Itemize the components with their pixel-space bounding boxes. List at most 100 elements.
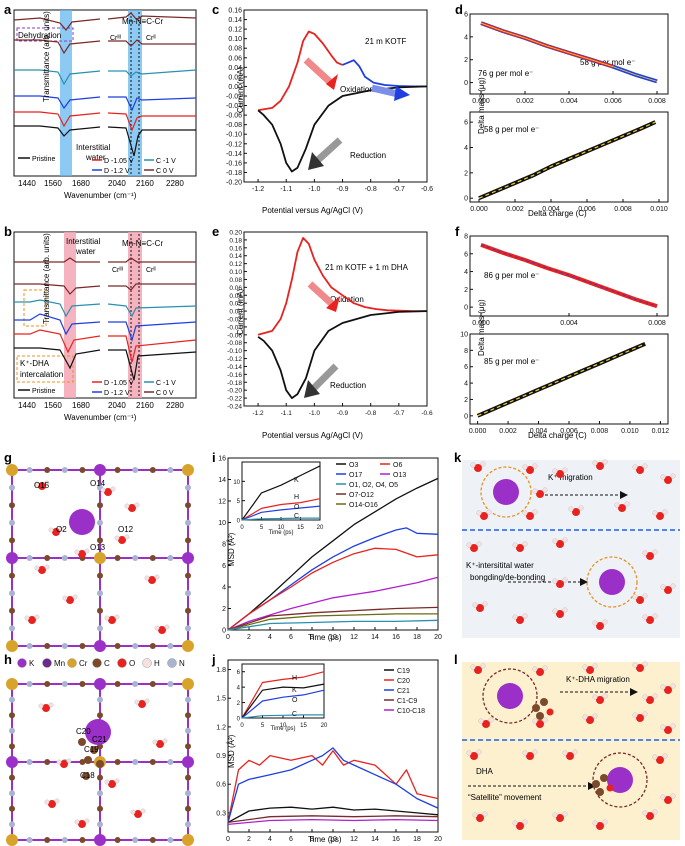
i-series-O7-O12 (227, 606, 439, 631)
legend-b-c0: C 0 V (156, 390, 174, 397)
panel-label-e: e (212, 224, 219, 239)
water-hydrogen (670, 793, 676, 799)
e-ytick-label: -0.18 (227, 380, 242, 387)
water-hydrogen (660, 684, 666, 690)
water-hydrogen (480, 461, 486, 467)
i-xtick-label: 18 (413, 634, 421, 641)
dehydration-label: Dehydration (18, 31, 61, 40)
water-oxygen (556, 470, 564, 478)
e-frame (243, 231, 428, 407)
lattice-atom (132, 837, 139, 843)
lattice-atom (167, 681, 174, 687)
panel-label-j: j (211, 652, 216, 667)
water-oxygen (618, 504, 626, 512)
metal-atom (6, 464, 18, 476)
i-series-O13 (227, 576, 439, 631)
hydrogen-atom (124, 534, 130, 540)
lattice-atom (61, 555, 68, 561)
lattice-atom (185, 727, 191, 734)
lattice-atom (26, 643, 33, 649)
i-inset-xlabel: Time (ps) (268, 530, 293, 536)
i-inset-label-o: O (294, 504, 300, 511)
water-oxygen (646, 616, 654, 624)
hydrogen-atom (34, 565, 40, 571)
b-xtick-1: 1440 (18, 401, 36, 410)
water-hydrogen (542, 487, 548, 493)
c-oxidation-arrow-2 (371, 84, 399, 98)
f-bot-ytick-label: 6 (464, 364, 468, 371)
water-hydrogen (466, 542, 472, 548)
spectrum-pristine (14, 125, 196, 157)
j-series-C20 (227, 750, 439, 823)
water-oxygen (664, 586, 672, 594)
j-inset-label-k: K (292, 687, 297, 694)
lattice-atom (132, 681, 139, 687)
water-hydrogen (670, 473, 676, 479)
lattice-atom (185, 625, 191, 632)
mn-label-b: Mn-N≡C-Cr (122, 239, 163, 248)
c-ytick-label: -0.20 (226, 180, 242, 187)
dha-oxygen (606, 784, 614, 792)
j-series-C21 (227, 747, 439, 823)
water-hydrogen (660, 474, 666, 480)
atom-label-c19: C19 (84, 745, 99, 754)
water-oxygen (536, 490, 544, 498)
i-inset-xtick-label: 0 (240, 525, 244, 531)
lattice-atom (185, 805, 191, 812)
panel-e-oxidation: Oxidation (330, 295, 364, 304)
c-ytick-label: 0.06 (228, 55, 242, 62)
j-series-C19 (227, 806, 439, 823)
f-bot-ytick-label: 2 (464, 397, 468, 404)
lattice-atom (79, 681, 86, 687)
j-inset-ytick-label: 0 (237, 717, 241, 723)
hydrogen-atom (74, 549, 80, 555)
c-ytick-label: -0.10 (226, 132, 242, 139)
e-series-oxidation-red (257, 237, 427, 336)
i-inset-label-k: K (294, 477, 299, 484)
lattice-atom (167, 837, 174, 843)
lattice-atom (9, 519, 15, 526)
lattice-atom (9, 712, 15, 719)
lattice-atom (97, 821, 103, 828)
i-inset-xtick-label: 15 (297, 525, 304, 531)
lattice-atom (61, 467, 68, 473)
water-oxygen (470, 752, 478, 760)
lattice-atom (185, 484, 191, 491)
f-top-xtick-label: 0.000 (472, 320, 490, 327)
panel-b-frame (13, 231, 197, 399)
cr3-label-b: Crᴵᴵᴵ (112, 267, 123, 274)
hydrogen-atom (44, 564, 50, 570)
j-xtick-label: 16 (392, 836, 400, 843)
dha-carbon (600, 774, 608, 782)
j-inset-xtick-label: 15 (300, 723, 307, 729)
i-inset-label-h: H (294, 494, 299, 501)
water-hydrogen (652, 809, 658, 815)
water-label: Interstitial (76, 143, 110, 152)
c-series-reduction-black (257, 85, 428, 173)
legend-b-c1: C -1 V (156, 380, 176, 387)
hydrogen-atom (34, 481, 40, 487)
lattice-atom (9, 572, 15, 579)
hydrogen-atom (114, 778, 120, 784)
metal-atom (6, 834, 18, 846)
water-hydrogen (476, 510, 482, 516)
cr2-label: Crᴵᴵ (146, 35, 156, 42)
lattice-atom (97, 590, 103, 597)
lattice-atom (9, 743, 15, 750)
lattice-atom (97, 625, 103, 632)
oxygen-atom (104, 488, 112, 496)
water-hydrogen (632, 712, 638, 718)
dha-migration-arrowhead (630, 688, 638, 696)
e-ytick-label: -0.24 (227, 404, 242, 411)
e-oxidation-arrow (307, 281, 335, 307)
water-oxygen (596, 462, 604, 470)
panel-b: b K⁺-DHA intercalation Interstitial wate… (4, 224, 197, 422)
e-ytick-label: 0.08 (229, 277, 242, 284)
oxygen-atom (38, 482, 46, 490)
water-hydrogen (512, 614, 518, 620)
oxygen-atom (128, 504, 136, 512)
j-ytick-label: 0.9 (216, 753, 226, 760)
lattice-atom (114, 681, 121, 687)
water-hydrogen (522, 510, 528, 516)
water-oxygen (476, 814, 484, 822)
